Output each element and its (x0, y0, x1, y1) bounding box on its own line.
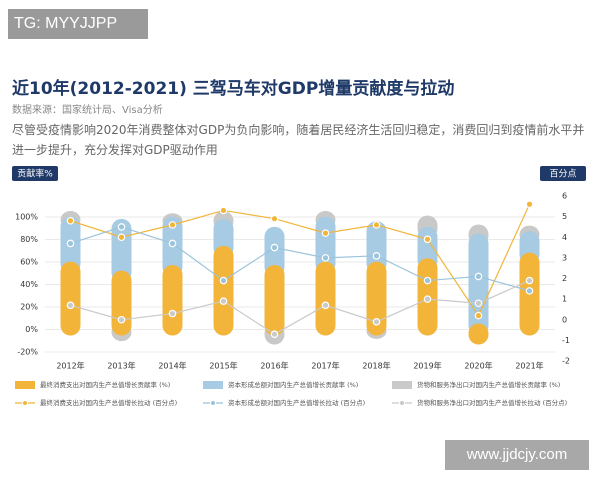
y-tick-label: 40% (20, 280, 38, 289)
line-point (474, 272, 483, 281)
legend-label: 最终消费支出对国内生产总值增长贡献率 (%) (40, 380, 170, 389)
y2-tick-label: 0 (562, 315, 567, 324)
x-tick-label: 2016年 (260, 361, 288, 371)
watermark: www.jjdcjy.com (445, 440, 589, 470)
source: 数据来源：国家统计局、Visa分析 (12, 105, 163, 116)
y2-tick-label: -2 (562, 357, 570, 366)
y-tick-label: 0% (25, 325, 38, 334)
legend-label: 货物和服务净出口对国内生产总值增长拉动 (百分点) (417, 398, 567, 407)
line-point (321, 254, 330, 262)
watermark: TG: MYYJJPP (8, 9, 148, 39)
line (70, 226, 530, 292)
line-point (525, 287, 534, 295)
legend-label: 最终消费支出对国内生产总值增长拉动 (百分点) (40, 398, 177, 407)
y2-tick-label: 4 (562, 233, 567, 242)
line-point (219, 297, 228, 305)
subtitle: 尽管受疫情影响2020年消费整体对GDP为负向影响，随着居民经济生活回归稳定，消… (12, 123, 585, 157)
y-axis-label: 贡献率% (17, 168, 53, 180)
line-point (117, 233, 126, 242)
x-tick-label: 2019年 (413, 361, 441, 371)
line-point (270, 214, 279, 223)
line-point (474, 311, 483, 320)
x-tick-label: 2020年 (464, 361, 492, 371)
line-point (474, 299, 483, 308)
chart-title: 近10年(2012-2021) 三驾马车对GDP增量贡献度与拉动 (12, 79, 455, 99)
y-tick-label: 20% (20, 303, 38, 312)
line-point (219, 206, 228, 215)
y2-axis-label: 百分点 (549, 169, 576, 180)
chart: 贡献率% 百分点 -20% 0% 20% 40% 60% 80% 100% -2 -1 0 1 2 3 4… (12, 166, 586, 407)
line-point (270, 330, 279, 338)
x-tick-label: 2015年 (209, 361, 237, 371)
x-tick-label: 2013年 (107, 361, 135, 371)
y-tick-label: 80% (20, 235, 38, 244)
axis-label-box (540, 166, 586, 181)
line-point (66, 216, 75, 225)
line-point (372, 221, 381, 229)
bar (111, 270, 132, 336)
bar (162, 265, 183, 336)
line-point (66, 301, 75, 310)
legend-swatch (399, 400, 405, 406)
line-point (423, 295, 432, 303)
bar (60, 261, 81, 336)
legend-swatch (392, 381, 412, 389)
x-tick-label: 2014年 (158, 361, 186, 371)
x-tick-label: 2017年 (311, 361, 339, 371)
line-point (321, 301, 330, 310)
line-point (372, 318, 381, 326)
line-point (66, 239, 75, 248)
line (70, 280, 530, 335)
legend-swatch (15, 381, 35, 389)
legend-swatch (210, 400, 216, 406)
bar (213, 245, 234, 336)
y2-tick-label: 3 (562, 253, 567, 262)
line-point (525, 200, 534, 209)
bar (315, 216, 336, 274)
legend-label: 资本形成总额对国内生产总值增长拉动 (百分点) (228, 398, 365, 407)
legend-label: 资本形成总额对国内生产总值增长贡献率 (%) (228, 380, 358, 389)
axis-label-box (12, 166, 58, 181)
y2-tick-label: 2 (562, 274, 567, 283)
y2-tick-label: 6 (562, 192, 567, 201)
bar (264, 226, 285, 277)
line-point (270, 243, 279, 252)
y-tick-label: 100% (15, 213, 38, 222)
line-point (372, 252, 381, 260)
y-tick-label: 60% (20, 258, 38, 267)
legend-label: 货物和服务净出口对国内生产总值增长贡献率 (%) (417, 380, 560, 389)
y2-tick-label: 5 (562, 212, 567, 221)
x-tick-label: 2018年 (362, 361, 390, 371)
y-tick-label: -20% (17, 348, 38, 357)
line-point (525, 276, 534, 285)
x-tick-label: 2012年 (56, 361, 84, 371)
bar (264, 265, 285, 336)
line-point (117, 223, 126, 231)
line-point (321, 229, 330, 237)
legend-swatch (203, 381, 223, 389)
line-point (168, 309, 177, 318)
bar (366, 221, 387, 274)
y2-tick-label: -1 (562, 336, 570, 345)
line-point (423, 235, 432, 244)
y2-tick-label: 1 (562, 295, 567, 304)
line-point (168, 239, 177, 248)
line-point (423, 276, 432, 285)
line (70, 204, 531, 317)
bar (468, 323, 489, 345)
line-point (168, 221, 177, 229)
bar (111, 218, 132, 283)
bar (468, 233, 489, 336)
bar (315, 261, 336, 336)
legend-swatch (22, 400, 28, 406)
bar (366, 261, 387, 336)
line-point (219, 276, 228, 285)
x-tick-label: 2021年 (515, 361, 543, 371)
line-point (117, 315, 126, 324)
